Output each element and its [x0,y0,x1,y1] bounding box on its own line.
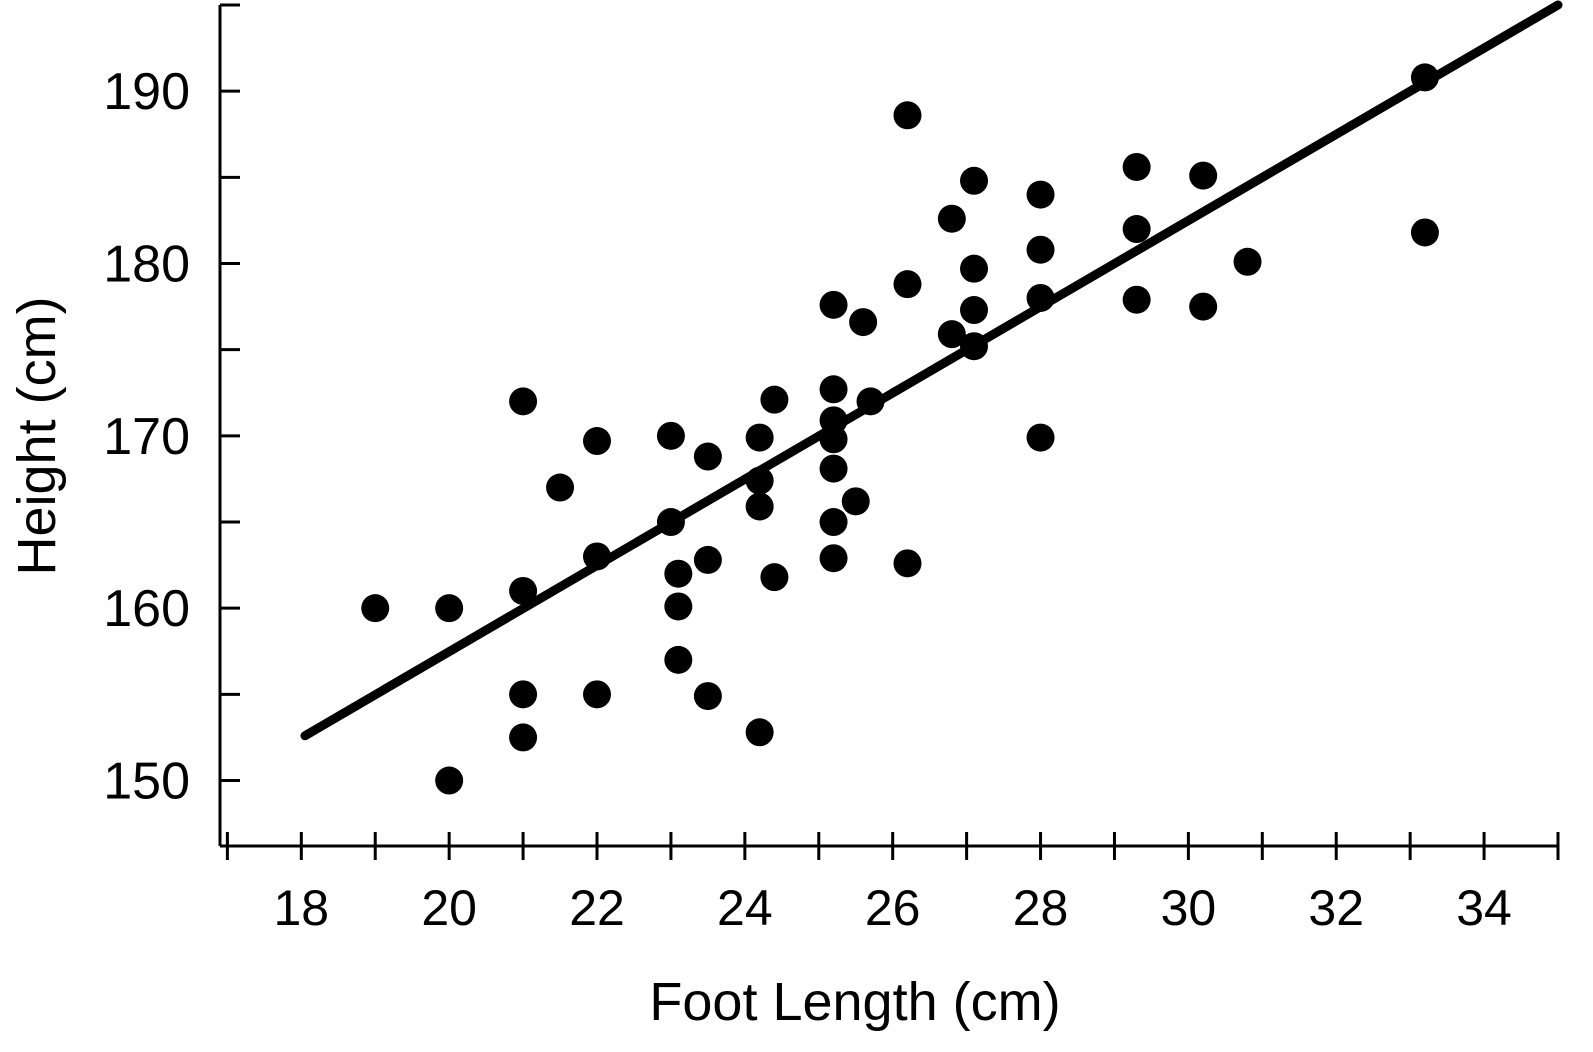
data-point [693,442,722,471]
data-point [893,270,922,299]
axes [218,5,1558,848]
y-tick-label: 180 [103,236,190,294]
data-point [819,544,848,573]
data-points [361,63,1439,795]
data-point [937,320,966,349]
data-point [760,563,789,592]
data-point [745,423,774,452]
x-tick-label: 20 [421,880,477,936]
x-tick-label: 34 [1456,880,1512,936]
data-point [841,487,870,516]
data-point [1122,215,1151,244]
data-point [664,592,693,621]
data-point [361,594,390,623]
data-point [1122,285,1151,314]
x-axis-label: Foot Length (cm) [649,972,1060,1032]
data-point [664,645,693,674]
data-point [937,204,966,233]
data-point [760,385,789,414]
data-point [960,166,989,195]
x-tick-label: 22 [569,880,625,936]
data-point [893,549,922,578]
data-point [509,387,538,416]
data-point [1026,180,1055,209]
data-point [819,375,848,404]
data-point [1189,161,1218,190]
data-point [1233,247,1262,276]
x-tick-label: 24 [717,880,773,936]
x-tick-label: 32 [1308,880,1364,936]
data-point [1122,152,1151,181]
data-point [435,766,464,795]
x-tick-label: 18 [274,880,330,936]
data-point [509,576,538,605]
data-point [960,296,989,325]
data-point [664,559,693,588]
data-point [583,680,612,709]
data-point [1026,423,1055,452]
data-point [893,101,922,130]
data-point [960,254,989,283]
y-tick-label: 190 [103,63,190,121]
x-tick-label: 26 [865,880,921,936]
data-point [1189,292,1218,321]
ticks: 18 20 22 24 26 28 30 32 34 150 160 170 180 190 [103,3,1560,936]
trend-line [300,0,1563,741]
y-axis-label: Height (cm) [7,296,67,575]
data-point [509,723,538,752]
data-point [693,682,722,711]
y-tick-label: 150 [103,753,190,811]
data-point [1026,235,1055,264]
data-point [435,594,464,623]
data-point [509,680,538,709]
data-point [583,427,612,456]
data-point [819,454,848,483]
x-tick-label: 28 [1013,880,1069,936]
y-tick-label: 170 [103,408,190,466]
data-point [745,718,774,747]
data-point [693,545,722,574]
y-tick-label: 160 [103,580,190,638]
data-point [819,508,848,537]
data-point [1410,218,1439,247]
data-point [819,290,848,319]
data-point [656,421,685,450]
x-tick-label: 30 [1161,880,1217,936]
trend-line-group [300,0,1563,741]
data-point [546,473,575,502]
data-point [745,492,774,521]
data-point [849,308,878,337]
